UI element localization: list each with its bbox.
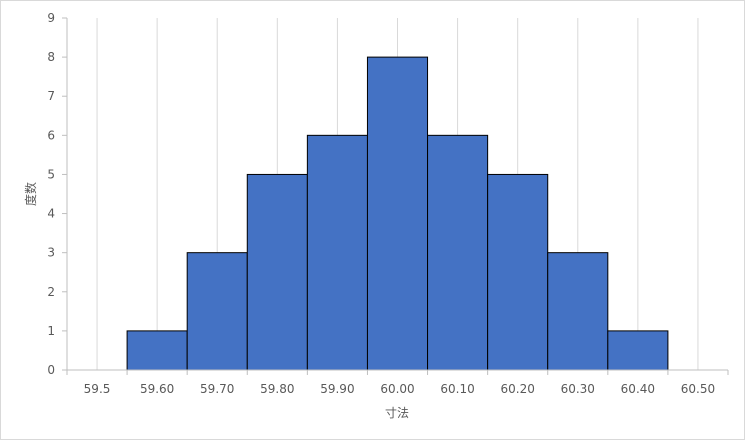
x-tick-label: 60.00 bbox=[380, 382, 414, 396]
y-tick-label: 7 bbox=[47, 89, 55, 103]
y-tick-label: 6 bbox=[47, 128, 55, 142]
x-tick-label: 60.10 bbox=[440, 382, 474, 396]
bar bbox=[607, 330, 669, 371]
x-tick-label: 59.80 bbox=[260, 382, 294, 396]
bar bbox=[427, 134, 489, 371]
y-tick-label: 5 bbox=[47, 167, 55, 181]
x-tick-label: 59.60 bbox=[140, 382, 174, 396]
y-tick-label: 1 bbox=[47, 324, 55, 338]
bar bbox=[126, 330, 188, 371]
bar bbox=[186, 252, 248, 371]
x-tick-label: 59.5 bbox=[84, 382, 111, 396]
x-tick-labels: 59.5 59.60 59.70 59.80 59.90 60.00 60.10 60.20 6… bbox=[84, 382, 715, 396]
bar bbox=[547, 252, 609, 371]
bar bbox=[487, 173, 549, 371]
bar bbox=[246, 173, 308, 371]
y-tick-label: 3 bbox=[47, 246, 55, 260]
x-axis-title: 寸法 bbox=[385, 406, 409, 420]
bars bbox=[126, 56, 669, 371]
x-tick-label: 60.30 bbox=[561, 382, 595, 396]
x-tick-label: 59.70 bbox=[200, 382, 234, 396]
y-axis-title: 度数 bbox=[23, 182, 38, 206]
y-tick-label: 4 bbox=[47, 207, 55, 221]
x-tick-label: 60.20 bbox=[501, 382, 535, 396]
bar bbox=[306, 134, 368, 371]
x-tick-label: 60.50 bbox=[681, 382, 715, 396]
y-tick-label: 0 bbox=[47, 363, 55, 377]
axes bbox=[62, 17, 729, 375]
y-tick-label: 9 bbox=[47, 11, 55, 25]
x-tick-label: 60.40 bbox=[621, 382, 655, 396]
y-tick-label: 2 bbox=[47, 285, 55, 299]
y-tick-label: 8 bbox=[47, 50, 55, 64]
bar bbox=[366, 56, 429, 371]
x-tick-label: 59.90 bbox=[320, 382, 354, 396]
y-tick-labels: 0 1 2 3 4 5 6 7 8 9 bbox=[47, 11, 55, 377]
